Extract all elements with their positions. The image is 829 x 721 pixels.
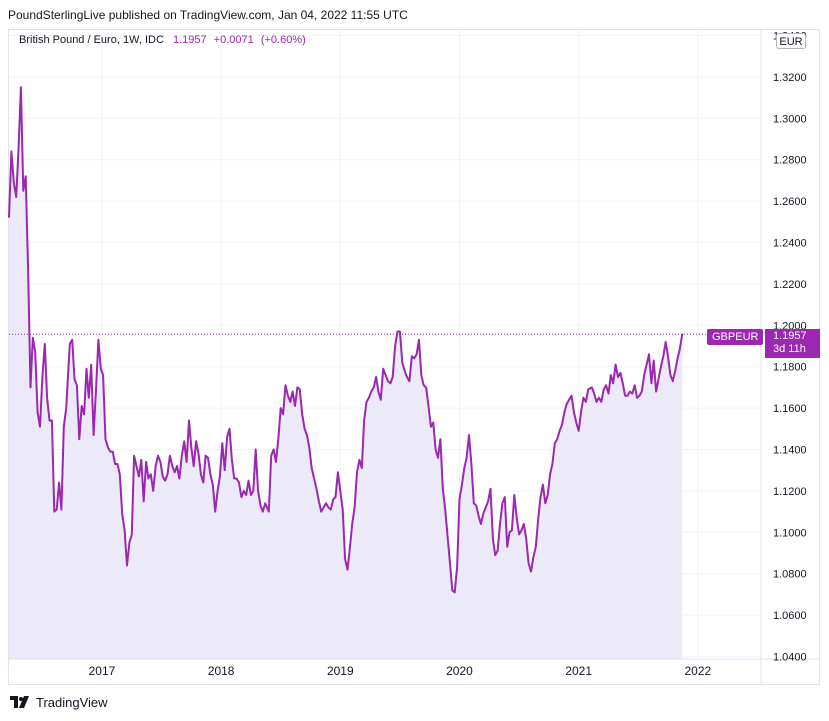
y-tick-label: 1.0800 — [773, 569, 807, 581]
tradingview-logo-icon — [10, 695, 29, 708]
y-tick-label: 1.3200 — [773, 72, 807, 84]
y-tick-label: 1.1600 — [773, 403, 807, 415]
y-tick-label: 1.2600 — [773, 196, 807, 208]
y-tick-label: 1.0600 — [773, 610, 807, 622]
chart-legend: British Pound / Euro, 1W, IDC 1.1957 +0.… — [19, 34, 306, 46]
x-tick-label: 2020 — [446, 664, 473, 678]
price-area-fill — [9, 87, 683, 660]
bar-countdown: 3d 11h — [773, 343, 806, 355]
currency-button[interactable]: EUR — [776, 33, 806, 49]
legend-last: 1.1957 — [172, 34, 207, 46]
y-tick-label: 1.2800 — [773, 155, 807, 167]
x-tick-label: 2021 — [565, 664, 592, 678]
y-tick-label: 1.2400 — [773, 238, 807, 250]
time-axis: 2017 2018 2019 2020 2021 2022 — [89, 664, 712, 678]
footer-brand: TradingView — [36, 695, 108, 710]
price-line — [8, 86, 684, 594]
publisher-line: PoundSterlingLive published on TradingVi… — [8, 8, 408, 22]
y-tick-label: 1.1400 — [773, 445, 807, 457]
y-tick-label: 1.1800 — [773, 362, 807, 374]
x-tick-label: 2017 — [89, 664, 116, 678]
x-tick-label: 2019 — [327, 664, 354, 678]
y-tick-label: 1.1000 — [773, 527, 807, 539]
y-tick-label: 1.1200 — [773, 486, 807, 498]
y-tick-label: 1.2200 — [773, 279, 807, 291]
y-tick-label: 1.3000 — [773, 113, 807, 125]
symbol-badge: GBPEUR — [707, 329, 764, 345]
y-tick-label: 1.0400 — [773, 652, 807, 664]
last-price-value: 1.1957 — [773, 330, 807, 342]
price-axis: 1.0400 1.0600 1.0800 1.1000 1.1200 1.1400 1.16… — [773, 31, 807, 664]
x-tick-label: 2018 — [208, 664, 235, 678]
footer[interactable]: TradingView — [10, 695, 108, 710]
x-tick-label: 2022 — [684, 664, 711, 678]
legend-change: +0.0071 — [213, 34, 254, 46]
legend-change-pct: (+0.60%) — [260, 34, 306, 46]
legend-symbol: British Pound / Euro, 1W, IDC — [19, 34, 164, 46]
last-price-badge: 1.1957 3d 11h — [765, 329, 820, 358]
